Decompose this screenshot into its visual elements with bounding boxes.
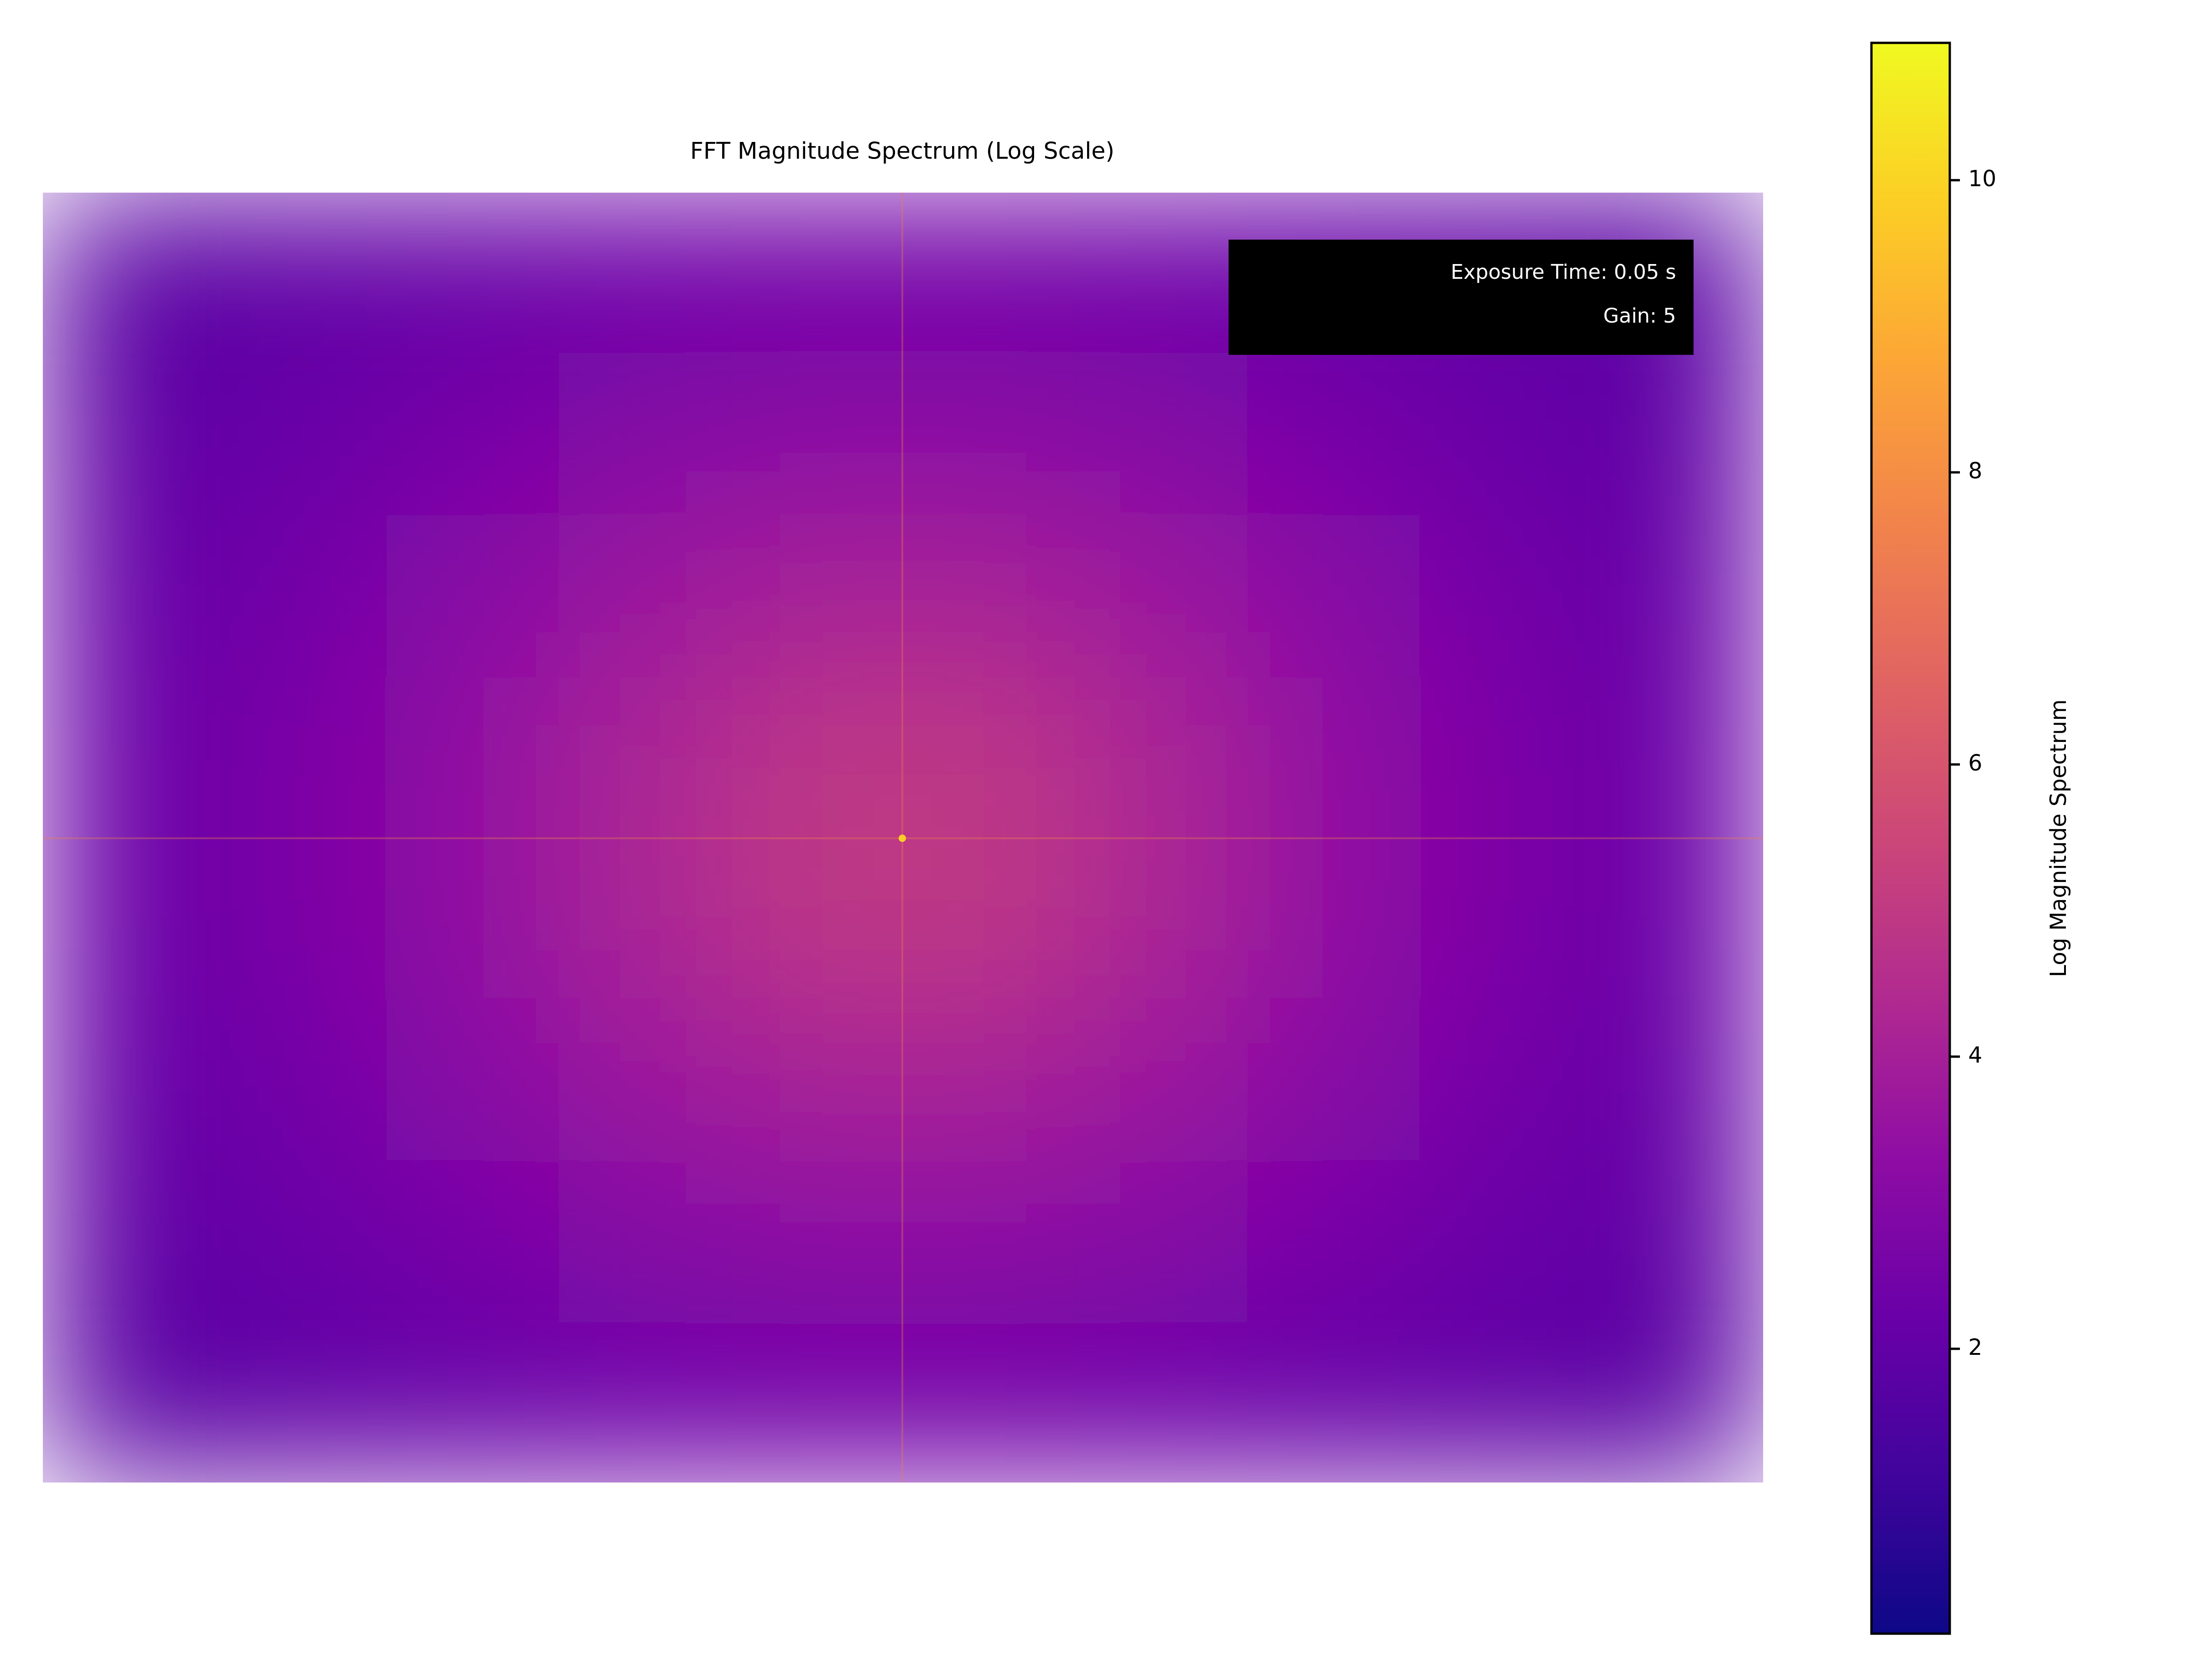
- heatmap-cell: [215, 1160, 388, 1322]
- heatmap-cell: [1419, 1160, 1592, 1322]
- annotation-text: Gain: 5: [1603, 304, 1676, 328]
- heatmap-cell: [1591, 515, 1763, 677]
- chart-title: FFT Magnitude Spectrum (Log Scale): [690, 138, 1115, 165]
- heatmap-cell: [1247, 1321, 1420, 1483]
- heatmap-cell: [1075, 1160, 1248, 1322]
- heatmap-cell: [903, 353, 1076, 516]
- heatmap-cell: [387, 1160, 559, 1322]
- heatmap-cell: [387, 676, 559, 838]
- heatmap-cell: [215, 193, 388, 354]
- heatmap-cell: [731, 1160, 904, 1322]
- colorbar-tick-label: 2: [1968, 1335, 1983, 1360]
- heatmap-cell: [1075, 837, 1248, 1000]
- heatmap-cell: [215, 676, 388, 838]
- heatmap-cell: [43, 676, 216, 838]
- heatmap-cell: [215, 999, 388, 1161]
- heatmap-cell: [903, 999, 1076, 1161]
- heatmap-cell: [1419, 676, 1592, 838]
- heatmap-cell: [1419, 1321, 1592, 1483]
- colorbar-tick-label: 8: [1968, 458, 1983, 484]
- heatmap-cell: [43, 837, 216, 1000]
- heatmap-cell: [43, 193, 216, 354]
- heatmap-cell: [1247, 676, 1420, 838]
- heatmap-cell: [215, 837, 388, 1000]
- heatmap-cell: [559, 193, 732, 354]
- heatmap-cell: [1075, 515, 1248, 677]
- heatmap-cell: [1247, 999, 1420, 1161]
- heatmap-cell: [1075, 353, 1248, 516]
- heatmap-cell: [215, 353, 388, 516]
- heatmap-cell: [1419, 837, 1592, 1000]
- colorbar-tick-label: 6: [1968, 750, 1983, 776]
- heatmap-cell: [559, 353, 732, 516]
- colorbar-label: Log Magnitude Spectrum: [2046, 699, 2071, 977]
- heatmap-cell: [731, 353, 904, 516]
- heatmap-cell: [387, 1321, 559, 1483]
- heatmap-cell: [215, 1321, 388, 1483]
- heatmap-cell: [387, 353, 559, 516]
- heatmap-cell: [1591, 999, 1763, 1161]
- heatmap-cell: [559, 676, 732, 838]
- heatmap-cell: [559, 1321, 732, 1483]
- heatmap-cell: [1591, 353, 1763, 516]
- heatmap-cell: [1247, 353, 1420, 516]
- heatmap-cell: [215, 515, 388, 677]
- heatmap-cell: [1591, 1160, 1763, 1322]
- heatmap-cell: [731, 837, 904, 1000]
- dc-peak: [899, 835, 906, 842]
- heatmap-cell: [731, 676, 904, 838]
- heatmap: [43, 193, 1763, 1483]
- heatmap-cell: [903, 676, 1076, 838]
- heatmap-cell: [1075, 193, 1248, 354]
- heatmap-cell: [387, 515, 559, 677]
- heatmap-cell: [559, 1160, 732, 1322]
- heatmap-cell: [731, 515, 904, 677]
- heatmap-cell: [1075, 1321, 1248, 1483]
- heatmap-cell: [1591, 837, 1763, 1000]
- heatmap-cell: [559, 837, 732, 1000]
- heatmap-cell: [731, 1321, 904, 1483]
- heatmap-cell: [1247, 837, 1420, 1000]
- heatmap-cell: [43, 999, 216, 1161]
- colorbar: [1870, 41, 1951, 1635]
- heatmap-cell: [559, 999, 732, 1161]
- heatmap-cell: [387, 837, 559, 1000]
- heatmap-cell: [387, 999, 559, 1161]
- heatmap-cell: [1591, 1321, 1763, 1483]
- heatmap-cell: [387, 193, 559, 354]
- annotation-text: Exposure Time: 0.05 s: [1451, 260, 1676, 284]
- heatmap-cell: [1419, 353, 1592, 516]
- heatmap-cell: [903, 193, 1076, 354]
- heatmap-cell: [903, 1160, 1076, 1322]
- heatmap-cell: [1591, 676, 1763, 838]
- heatmap-cell: [903, 1321, 1076, 1483]
- colorbar-tick-label: 4: [1968, 1042, 1983, 1068]
- heatmap-cell: [903, 515, 1076, 677]
- heatmap-cell: [1075, 999, 1248, 1161]
- heatmap-cell: [731, 193, 904, 354]
- heatmap-cell: [1075, 676, 1248, 838]
- heatmap-cell: [1419, 515, 1592, 677]
- heatmap-cell: [43, 515, 216, 677]
- heatmap-cell: [731, 999, 904, 1161]
- heatmap-cell: [559, 515, 732, 677]
- heatmap-cell: [903, 837, 1076, 1000]
- heatmap-cell: [43, 353, 216, 516]
- heatmap-cell: [1247, 515, 1420, 677]
- heatmap-cell: [43, 1160, 216, 1322]
- colorbar-tick-label: 10: [1968, 166, 1996, 192]
- annotation-box: [1229, 240, 1694, 355]
- heatmap-cell: [1419, 999, 1592, 1161]
- heatmap-cell: [43, 1321, 216, 1483]
- heatmap-cell: [1247, 1160, 1420, 1322]
